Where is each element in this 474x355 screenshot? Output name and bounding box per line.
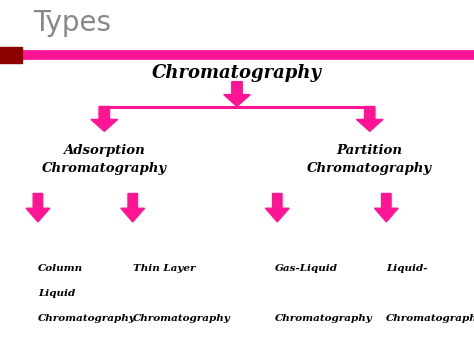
Polygon shape <box>91 106 118 131</box>
Text: Chromatography: Chromatography <box>133 314 230 323</box>
Text: Chromatography: Chromatography <box>152 64 322 82</box>
Bar <box>0 47 22 63</box>
Polygon shape <box>356 106 383 131</box>
Text: Liquid-: Liquid- <box>386 264 428 273</box>
Polygon shape <box>26 193 50 222</box>
Text: Chromatography: Chromatography <box>38 314 136 323</box>
Text: Chromatography: Chromatography <box>42 162 167 175</box>
Polygon shape <box>224 82 250 106</box>
Text: Adsorption: Adsorption <box>64 144 145 157</box>
Text: Liquid: Liquid <box>38 289 75 298</box>
Text: Chromatography: Chromatography <box>307 162 432 175</box>
Text: Partition: Partition <box>337 144 403 157</box>
Text: Column: Column <box>38 264 83 273</box>
Text: Gas-Liquid: Gas-Liquid <box>275 264 338 273</box>
Polygon shape <box>121 193 145 222</box>
Text: Chromatography: Chromatography <box>275 314 373 323</box>
Polygon shape <box>374 193 398 222</box>
Polygon shape <box>265 193 289 222</box>
Text: Types: Types <box>33 9 111 37</box>
Text: Thin Layer: Thin Layer <box>133 264 195 273</box>
Text: Chromatography: Chromatography <box>386 314 474 323</box>
